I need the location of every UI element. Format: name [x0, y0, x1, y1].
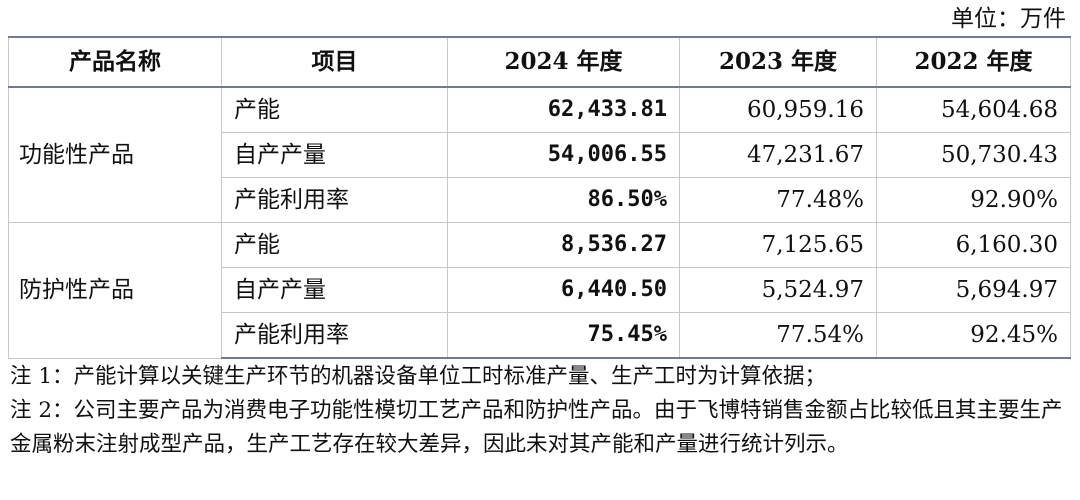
- header-item: 项目: [221, 36, 448, 88]
- row-item: 自产产量: [221, 267, 448, 313]
- note-1: 注 1：产能计算以关键生产环节的机器设备单位工时标准产量、生产工时为计算依据；: [10, 364, 827, 389]
- value-2022: 54,604.68: [876, 86, 1071, 133]
- value-2024: 6,440.50: [447, 267, 680, 313]
- value-2022: 92.45%: [876, 312, 1071, 359]
- notes-section: 注 1：产能计算以关键生产环节的机器设备单位工时标准产量、生产工时为计算依据； …: [10, 360, 1072, 462]
- capacity-table: 产品名称 项目 2024 年度 2023 年度 2022 年度 功能性产品 产能…: [8, 36, 1071, 359]
- table-row: 功能性产品 产能 62,433.81 60,959.16 54,604.68: [8, 86, 1071, 223]
- value-2022: 50,730.43: [876, 132, 1071, 178]
- value-2024: 62,433.81: [447, 86, 680, 133]
- value-2023: 7,125.65: [679, 222, 877, 268]
- table-row: 产能利用率 75.45% 77.54% 92.45%: [9, 312, 1071, 359]
- table-header-row: 产品名称 项目 2024 年度 2023 年度 2022 年度: [8, 36, 1071, 88]
- row-item: 产能: [221, 222, 448, 268]
- header-year-2022: 2022 年度: [876, 36, 1071, 88]
- row-item: 产能: [221, 86, 448, 133]
- value-2022: 6,160.30: [876, 222, 1071, 268]
- table-row: 防护性产品 产能 8,536.27 7,125.65 6,160.30: [8, 222, 1071, 359]
- value-2024: 54,006.55: [447, 132, 680, 178]
- group-name-protective: 防护性产品: [8, 222, 222, 359]
- value-2024: 86.50%: [447, 177, 680, 223]
- value-2022: 92.90%: [876, 177, 1071, 223]
- header-year-2024: 2024 年度: [447, 36, 680, 88]
- value-2023: 77.48%: [679, 177, 877, 223]
- value-2023: 47,231.67: [679, 132, 877, 178]
- value-2024: 75.45%: [447, 312, 680, 359]
- header-year-2023: 2023 年度: [679, 36, 877, 88]
- note-2: 注 2：公司主要产品为消费电子功能性模切工艺产品和防护性产品。由于飞博特销售金额…: [10, 398, 1063, 457]
- value-2023: 5,524.97: [679, 267, 877, 313]
- value-2022: 5,694.97: [876, 267, 1071, 313]
- header-product-name: 产品名称: [8, 36, 222, 88]
- value-2023: 77.54%: [679, 312, 877, 359]
- row-item: 自产产量: [221, 132, 448, 178]
- table-row: 自产产量 6,440.50 5,524.97 5,694.97: [9, 267, 1071, 313]
- group-name-functional: 功能性产品: [8, 86, 222, 223]
- value-2024: 8,536.27: [447, 222, 680, 268]
- row-item: 产能利用率: [221, 312, 448, 359]
- unit-label: 单位：万件: [951, 6, 1066, 32]
- row-item: 产能利用率: [221, 177, 448, 223]
- value-2023: 60,959.16: [679, 86, 877, 133]
